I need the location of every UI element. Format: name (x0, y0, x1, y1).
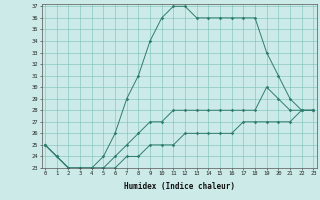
X-axis label: Humidex (Indice chaleur): Humidex (Indice chaleur) (124, 182, 235, 191)
